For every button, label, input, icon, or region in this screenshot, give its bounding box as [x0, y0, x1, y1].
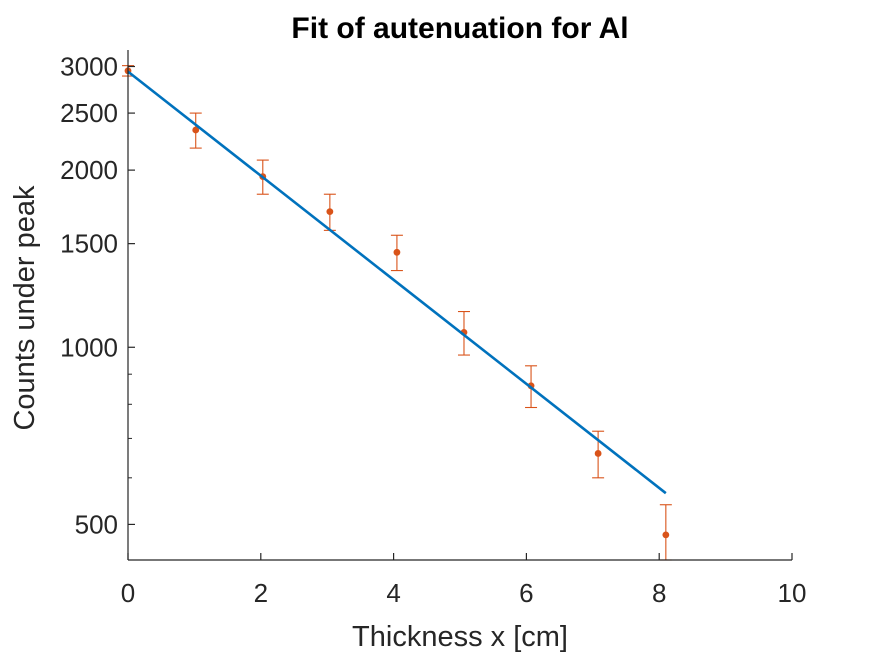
- x-tick-label: 10: [778, 578, 807, 608]
- y-tick-label: 2000: [60, 155, 118, 185]
- x-tick-label: 4: [386, 578, 400, 608]
- x-tick-label: 2: [254, 578, 268, 608]
- y-axis-label: Counts under peak: [9, 185, 41, 431]
- axes: 0 2 4 6 8 10 500 1000 1500 2000 2500 3000: [60, 50, 806, 608]
- chart-title: Fit of autenuation for Al: [291, 12, 628, 45]
- plot-area: [122, 65, 672, 561]
- data-point: [393, 248, 401, 256]
- data-point: [326, 208, 334, 216]
- data-point: [594, 450, 602, 457]
- x-tick-label: 6: [519, 578, 533, 608]
- y-tick-label: 1000: [60, 332, 118, 362]
- data-point: [192, 126, 200, 134]
- y-tick-label: 2500: [60, 98, 118, 128]
- fit-line: [127, 70, 667, 495]
- x-tick-label: 0: [121, 578, 135, 608]
- y-tick-label: 3000: [60, 51, 118, 81]
- y-tick-label: 500: [75, 509, 118, 539]
- data-point: [662, 531, 670, 539]
- x-axis-label: Thickness x [cm]: [352, 621, 568, 653]
- y-tick-label: 1500: [60, 229, 118, 259]
- x-tick-label: 8: [652, 578, 666, 608]
